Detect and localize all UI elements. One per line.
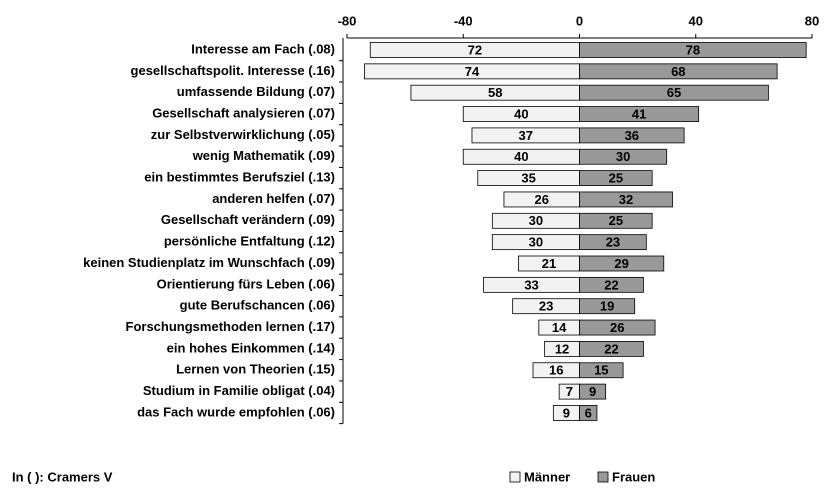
x-tick-label: 40 bbox=[689, 13, 703, 28]
bar bbox=[579, 383, 607, 400]
y-tick-label: ein hohes Einkommen (.14) bbox=[167, 340, 335, 355]
data-label: 7 bbox=[566, 384, 573, 399]
y-tick-label: gute Berufschancen (.06) bbox=[180, 298, 335, 313]
data-label: 23 bbox=[539, 299, 553, 314]
bar bbox=[579, 42, 807, 58]
data-label: 40 bbox=[514, 106, 528, 121]
data-label: 19 bbox=[600, 299, 614, 314]
y-tick-label: keinen Studienplatz im Wunschfach (.09) bbox=[83, 255, 335, 270]
data-label: 36 bbox=[625, 128, 639, 143]
bar bbox=[579, 63, 778, 80]
y-tick-label: umfassende Bildung (.07) bbox=[177, 84, 335, 99]
data-label: 41 bbox=[632, 106, 646, 121]
data-label: 65 bbox=[667, 85, 681, 100]
data-label: 26 bbox=[534, 192, 548, 207]
bar bbox=[579, 276, 644, 293]
x-tick-label: -80 bbox=[338, 13, 357, 28]
legend-swatch bbox=[509, 471, 521, 483]
data-label: 16 bbox=[549, 363, 563, 378]
bar bbox=[579, 340, 644, 357]
y-tick-label: zur Selbstverwirklichung (.05) bbox=[151, 127, 335, 142]
bar bbox=[579, 191, 673, 208]
y-tick-label: Lernen von Theorien (.15) bbox=[176, 362, 335, 377]
data-label: 29 bbox=[614, 256, 628, 271]
bar bbox=[579, 405, 598, 421]
data-label: 30 bbox=[529, 213, 543, 228]
y-tick-label: Studium in Familie obligat (.04) bbox=[143, 383, 335, 398]
y-tick-label: ein bestimmtes Berufsziel (.13) bbox=[144, 170, 335, 185]
y-tick-label: Forschungsmethoden lernen (.17) bbox=[126, 319, 335, 334]
x-tick-label: 80 bbox=[805, 13, 819, 28]
data-label: 58 bbox=[488, 85, 502, 100]
y-tick-label: Orientierung fürs Leben (.06) bbox=[157, 276, 335, 291]
data-label: 23 bbox=[606, 235, 620, 250]
y-tick-label: wenig Mathematik (.09) bbox=[192, 148, 335, 163]
bar bbox=[579, 234, 647, 251]
y-tick-label: Interesse am Fach (.08) bbox=[191, 41, 335, 56]
data-label: 78 bbox=[686, 42, 700, 57]
y-tick-label: das Fach wurde empfohlen (.06) bbox=[137, 404, 335, 419]
legend-swatch bbox=[597, 471, 609, 483]
data-label: 22 bbox=[604, 277, 618, 292]
bar bbox=[579, 148, 668, 165]
data-label: 9 bbox=[589, 384, 596, 399]
y-tick-label: Gesellschaft verändern (.09) bbox=[161, 212, 335, 227]
data-label: 14 bbox=[552, 320, 567, 335]
data-label: 33 bbox=[524, 277, 538, 292]
data-label: 68 bbox=[671, 64, 685, 79]
bar bbox=[579, 255, 665, 272]
note: In ( ): Cramers V bbox=[12, 469, 113, 484]
data-label: 6 bbox=[585, 405, 592, 420]
bar bbox=[579, 106, 700, 122]
x-tick-label: 0 bbox=[576, 13, 583, 28]
bar bbox=[579, 362, 624, 379]
y-tick-label: anderen helfen (.07) bbox=[212, 191, 335, 206]
data-label: 9 bbox=[563, 405, 570, 420]
data-label: 35 bbox=[521, 171, 535, 186]
y-tick-label: Gesellschaft analysieren (.07) bbox=[152, 105, 335, 120]
data-label: 32 bbox=[619, 192, 633, 207]
bar bbox=[579, 298, 636, 315]
y-tick-label: persönliche Entfaltung (.12) bbox=[164, 234, 335, 249]
data-label: 30 bbox=[529, 235, 543, 250]
data-label: 72 bbox=[468, 42, 482, 57]
bar bbox=[579, 212, 653, 229]
data-label: 22 bbox=[604, 341, 618, 356]
bar bbox=[579, 170, 653, 187]
data-label: 15 bbox=[594, 363, 608, 378]
legend-label: Männer bbox=[524, 469, 570, 484]
data-label: 74 bbox=[465, 64, 480, 79]
data-label: 25 bbox=[609, 171, 623, 186]
x-tick-label: -40 bbox=[454, 13, 473, 28]
data-label: 26 bbox=[610, 320, 624, 335]
data-label: 21 bbox=[542, 256, 556, 271]
data-label: 40 bbox=[514, 149, 528, 164]
bar bbox=[579, 127, 685, 144]
data-label: 12 bbox=[555, 341, 569, 356]
data-label: 37 bbox=[519, 128, 533, 143]
y-tick-label: gesellschaftspolit. Interesse (.16) bbox=[131, 63, 335, 78]
bar bbox=[579, 319, 656, 336]
bar bbox=[579, 84, 769, 101]
legend-label: Frauen bbox=[612, 469, 655, 484]
data-label: 30 bbox=[616, 149, 630, 164]
data-label: 25 bbox=[609, 213, 623, 228]
